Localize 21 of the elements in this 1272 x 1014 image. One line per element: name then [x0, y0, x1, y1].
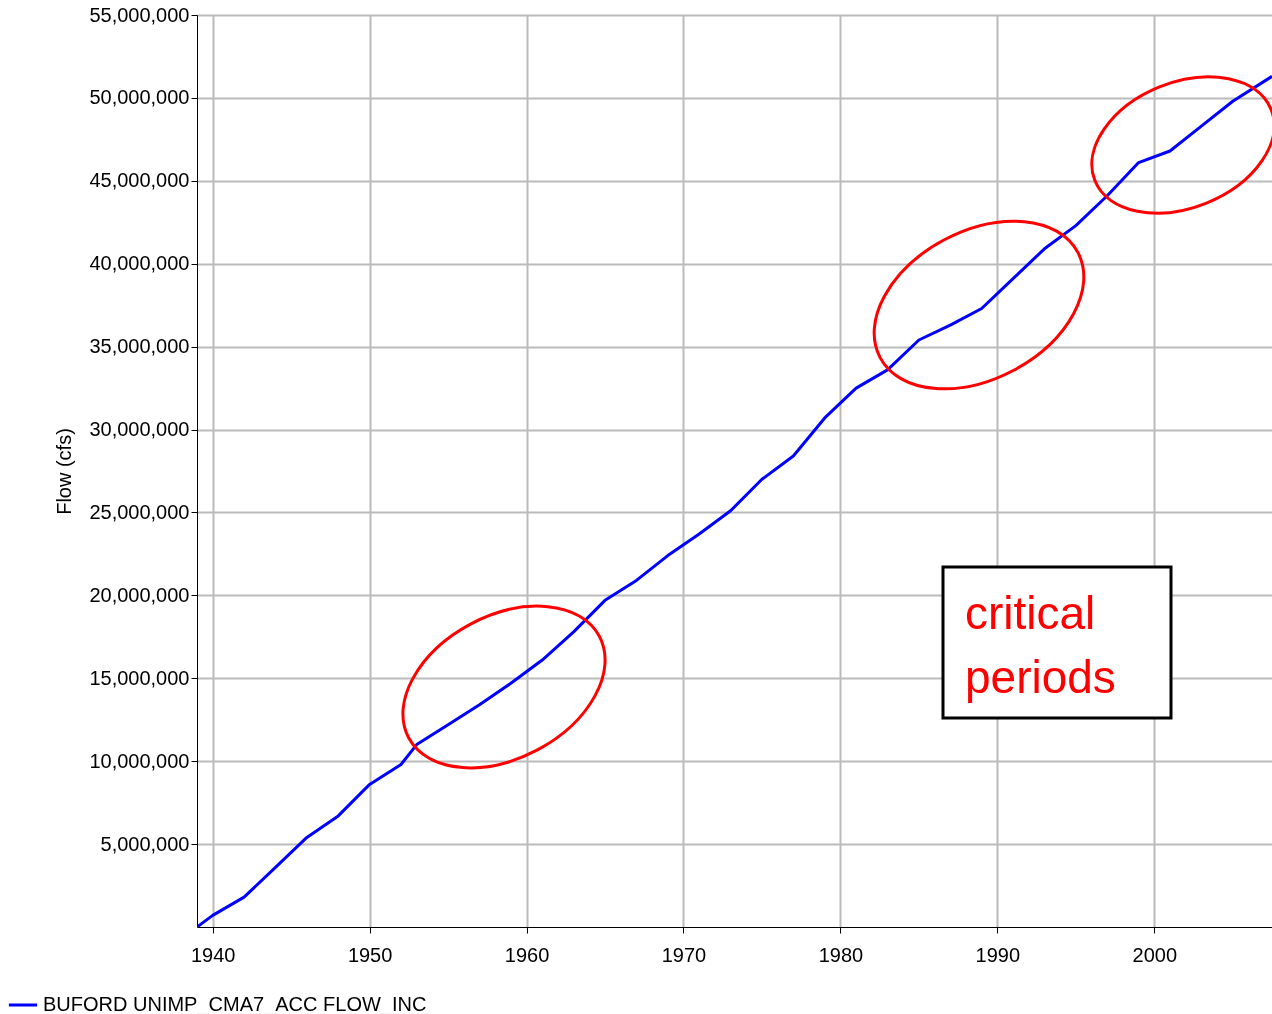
y-tick-label: 5,000,000: [100, 832, 190, 855]
x-tick-label: 1940: [190, 943, 236, 966]
x-tick-label: 1950: [347, 943, 393, 966]
y-tick-label: 20,000,000: [89, 583, 190, 606]
y-tick-label: 35,000,000: [89, 335, 190, 358]
y-tick-label: 10,000,000: [89, 749, 190, 772]
y-tick-label: 25,000,000: [89, 500, 190, 523]
x-tick-label: 1990: [975, 943, 1021, 966]
y-tick-label: 15,000,000: [89, 666, 190, 689]
y-tick-label: 45,000,000: [89, 169, 190, 192]
x-tick-label: 2000: [1132, 943, 1178, 966]
y-tick-label: 30,000,000: [89, 418, 190, 441]
annotation: critical periods: [965, 587, 1116, 703]
y-tick-label: 55,000,000: [89, 3, 190, 26]
x-tick-label: 1960: [504, 943, 550, 966]
y-tick-label: 40,000,000: [89, 252, 190, 275]
y-tick-label: 50,000,000: [89, 86, 190, 109]
x-tick-label: 1980: [818, 943, 864, 966]
legend-label: BUFORD UNIMP_CMA7_ACC FLOW_INC: [43, 993, 427, 1014]
x-tick-label: 1970: [661, 943, 707, 966]
y-axis-title: Flow (cfs): [53, 428, 76, 515]
